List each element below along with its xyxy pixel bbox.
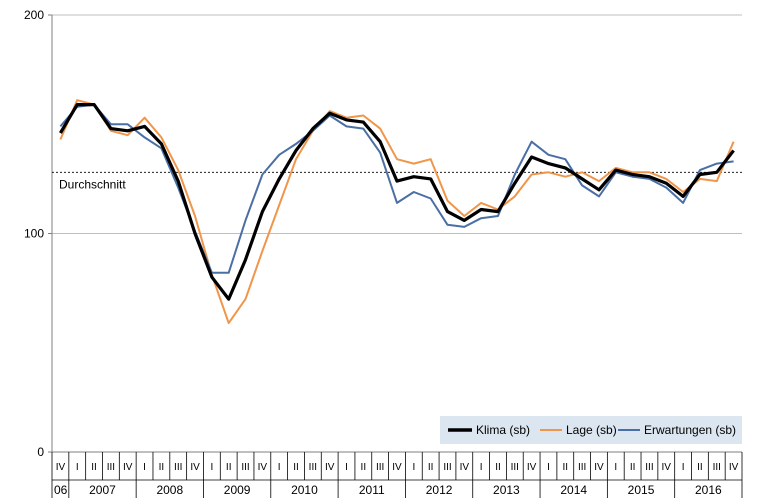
year-label: 2010 [291, 483, 318, 497]
quarter-label: I [412, 462, 415, 473]
year-label: 2015 [628, 483, 655, 497]
quarter-label: II [697, 462, 703, 473]
y-axis-ticks: 0 100 200 [24, 8, 52, 459]
legend-label-lage: Lage (sb) [566, 423, 617, 437]
quarter-label: III [309, 462, 317, 473]
quarter-label: IV [123, 462, 133, 473]
quarter-label: IV [594, 462, 604, 473]
year-label: 2014 [560, 483, 587, 497]
quarter-label: IV [56, 462, 66, 473]
quarter-label: IV [729, 462, 739, 473]
quarter-label: III [645, 462, 653, 473]
quarter-label: III [713, 462, 721, 473]
quarter-label: IV [527, 462, 537, 473]
quarter-label: I [480, 462, 483, 473]
quarter-label: III [174, 462, 182, 473]
legend-label-erwartungen: Erwartungen (sb) [644, 423, 736, 437]
quarter-label: II [159, 462, 165, 473]
series-line-klima [59, 102, 735, 301]
average-reference-label: Durchschnitt [59, 177, 126, 191]
legend-box [440, 416, 742, 444]
year-label: 2009 [224, 483, 251, 497]
quarter-label: IV [258, 462, 268, 473]
year-label: 2012 [426, 483, 453, 497]
quarter-label: IV [392, 462, 402, 473]
y-tick-label: 0 [37, 445, 44, 459]
quarter-label: III [241, 462, 249, 473]
series-line-erwartungen [59, 103, 734, 274]
quarter-label: III [443, 462, 451, 473]
quarter-label: II [495, 462, 501, 473]
quarter-label: IV [190, 462, 200, 473]
year-label: 06 [54, 483, 68, 497]
quarter-label: II [91, 462, 97, 473]
quarter-label: III [107, 462, 115, 473]
quarter-label: IV [460, 462, 470, 473]
quarter-label: III [376, 462, 384, 473]
series-line-lage [59, 99, 735, 325]
y-tick-label: 200 [24, 8, 44, 22]
quarter-label: II [361, 462, 367, 473]
series-group [59, 99, 735, 325]
quarter-label: I [210, 462, 213, 473]
year-label: 2011 [359, 483, 385, 497]
quarter-label: I [278, 462, 281, 473]
x-axis: IV I II III IV I II III IV I II III IV I II III IV I II III… [51, 451, 743, 498]
year-label: 2016 [695, 483, 722, 497]
quarter-label: II [630, 462, 636, 473]
legend-label-klima: Klima (sb) [476, 423, 530, 437]
year-label: 2008 [156, 483, 183, 497]
quarter-label: I [547, 462, 550, 473]
legend: Klima (sb) Lage (sb) Erwartungen (sb) [440, 416, 742, 444]
quarter-label: III [511, 462, 519, 473]
quarter-label: I [76, 462, 79, 473]
quarter-label: II [293, 462, 299, 473]
quarter-label: II [563, 462, 569, 473]
year-label: 2007 [89, 483, 116, 497]
year-label: 2013 [493, 483, 520, 497]
quarter-label: I [682, 462, 685, 473]
quarter-label: IV [325, 462, 335, 473]
quarter-label: II [226, 462, 232, 473]
quarter-label: I [143, 462, 146, 473]
y-tick-label: 100 [24, 227, 44, 241]
quarter-label: IV [662, 462, 672, 473]
quarter-label: II [428, 462, 434, 473]
quarter-label: I [345, 462, 348, 473]
quarter-label: III [578, 462, 586, 473]
gridlines [52, 14, 742, 453]
quarter-label: I [614, 462, 617, 473]
